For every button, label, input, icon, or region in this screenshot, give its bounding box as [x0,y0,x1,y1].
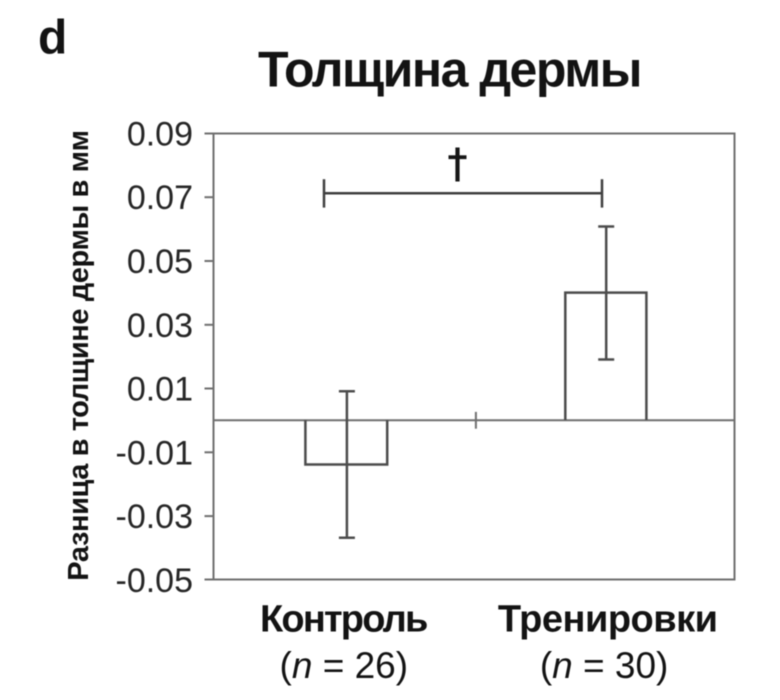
svg-text:0.09: 0.09 [127,115,193,153]
svg-text:Толщина дермы: Толщина дермы [258,41,641,97]
svg-text:0.01: 0.01 [127,371,193,409]
svg-text:Контроль: Контроль [260,598,427,640]
svg-text:0.07: 0.07 [127,179,193,217]
svg-text:Тренировки: Тренировки [498,598,718,640]
svg-text:-0.05: -0.05 [116,562,194,600]
svg-text:Разница в толщине дермы в мм: Разница в толщине дермы в мм [63,130,95,580]
svg-text:-0.03: -0.03 [116,498,194,536]
svg-text:-0.01: -0.01 [116,434,194,472]
svg-text:0.03: 0.03 [127,307,193,345]
svg-text:d: d [38,12,67,65]
svg-text:(n = 30): (n = 30) [540,645,669,686]
svg-text:(n = 26): (n = 26) [280,645,409,686]
svg-text:0.05: 0.05 [127,243,193,281]
